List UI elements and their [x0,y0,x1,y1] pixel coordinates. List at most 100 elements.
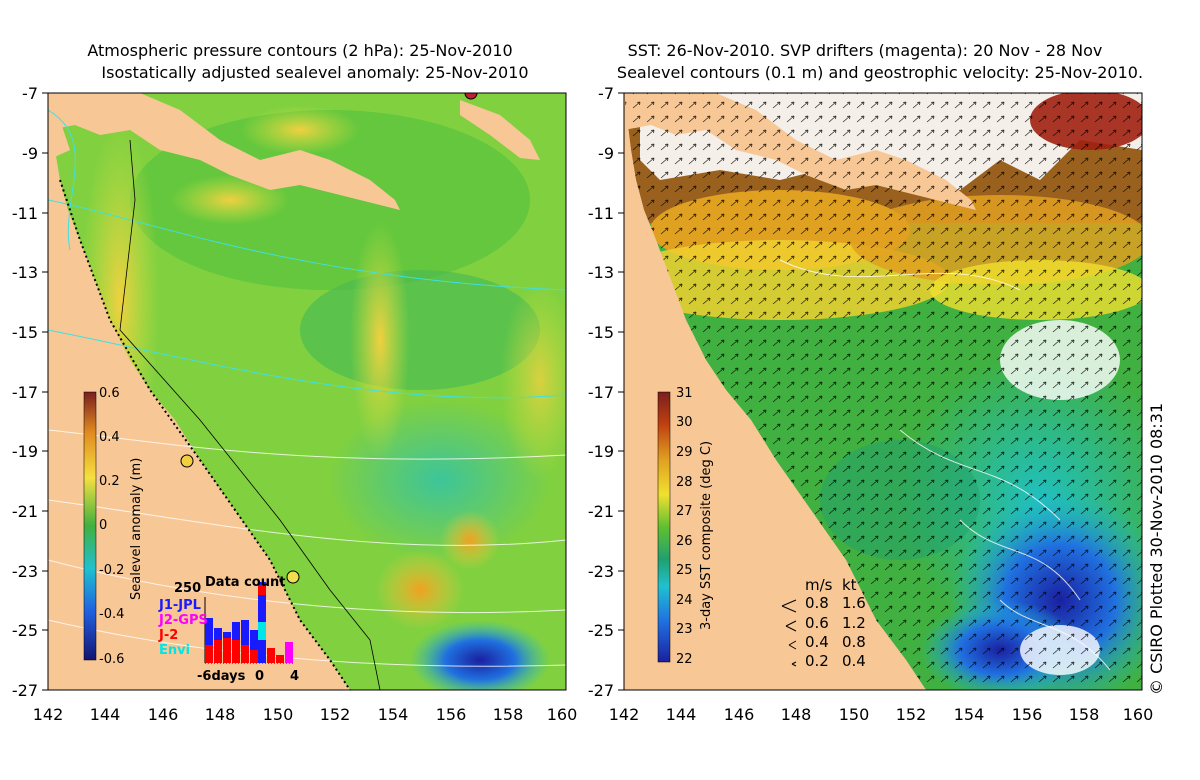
velocity-header-ms: m/s [805,576,833,594]
velocity-legend: m/s kt 0.8 1.6 0.6 1.2 0.4 0.8 0.2 0.4 [805,576,866,670]
x-tick: 152 [896,705,927,724]
sla-colorbar-ticks: 0.6 0.4 0.2 0 -0.2 -0.4 -0.6 [99,386,124,667]
y-tick: -23 [588,562,614,581]
x-tick: 148 [781,705,812,724]
colorbar-tick: 28 [676,475,693,490]
sla-colorbar-label: Sealevel anomaly (m) [129,458,144,600]
y-tick: -13 [588,263,614,282]
velocity-ms: 0.2 [805,652,829,670]
legend-j2-gps: J2-GPS [158,613,208,628]
left-map [48,93,566,690]
x-tick: 144 [666,705,697,724]
y-tick: -11 [588,204,614,223]
y-tick: -19 [12,442,38,461]
right-x-axis: 142 144 146 148 150 152 154 156 158 160 [609,705,1154,724]
data-count-ymax: 250 [174,581,201,596]
y-tick: -15 [12,323,38,342]
velocity-header-kt: kt [842,576,857,594]
data-count-x-label: 4 [290,669,299,684]
y-tick: -15 [588,323,614,342]
png-land [48,93,400,210]
x-tick: 156 [1012,705,1043,724]
right-map [624,93,1142,690]
copyright-text: © CSIRO Plotted 30-Nov-2010 08:31 [1147,403,1166,695]
y-tick: -25 [12,621,38,640]
y-tick: -21 [588,502,614,521]
x-tick: 152 [320,705,351,724]
y-tick: -17 [12,383,38,402]
x-tick: 160 [547,705,578,724]
australia-land [48,93,350,690]
x-tick: 144 [90,705,121,724]
data-count-title: Data count [205,575,285,590]
y-tick: -27 [588,681,614,700]
y-tick: -21 [12,502,38,521]
right-y-axis: -7 -9 -11 -13 -15 -17 -19 -21 -23 -25 -2… [588,84,614,700]
velocity-ms: 0.6 [805,614,829,632]
right-title-line2: Sealevel contours (0.1 m) and geostrophi… [616,63,1144,82]
colorbar-tick: -0.6 [99,652,124,667]
left-y-axis: -7 -9 -11 -13 -15 -17 -19 -21 -23 -25 -2… [12,84,38,700]
x-tick: 146 [724,705,755,724]
y-tick: -13 [12,263,38,282]
legend-j-2: J-2 [158,628,178,643]
x-tick: 160 [1123,705,1154,724]
colorbar-tick: 24 [676,593,693,608]
colorbar-tick: 25 [676,563,693,578]
sst-colorbar [657,391,671,663]
y-tick: -23 [12,562,38,581]
colorbar-tick: 26 [676,534,693,549]
left-title-line2: Isostatically adjusted sealevel anomaly:… [101,63,529,82]
y-tick: -19 [588,442,614,461]
colorbar-tick: -0.2 [99,563,124,578]
x-tick: 150 [839,705,870,724]
colorbar-tick: 0 [99,518,107,533]
velocity-ms: 0.8 [805,594,829,612]
y-tick: -11 [12,204,38,223]
y-tick: -25 [588,621,614,640]
data-count-x-label: -6days [197,669,246,684]
y-tick: -17 [588,383,614,402]
y-tick: -7 [22,84,38,103]
y-tick: -7 [598,84,614,103]
x-tick: 158 [1069,705,1100,724]
x-tick: 148 [205,705,236,724]
colorbar-tick: 30 [676,415,693,430]
colorbar-tick: -0.4 [99,607,124,622]
data-count-histogram [204,582,295,664]
colorbar-tick: 29 [676,445,693,460]
velocity-kt: 1.6 [842,594,866,612]
velocity-kt: 0.4 [842,652,866,670]
x-tick: 150 [263,705,294,724]
velocity-ms: 0.4 [805,633,829,651]
velocity-kt: 1.2 [842,614,866,632]
legend-envi: Envi [159,643,190,658]
colorbar-tick: 0.6 [99,386,120,401]
sla-colorbar [83,391,97,661]
colorbar-tick: 23 [676,622,693,637]
velocity-legend-arrows [781,599,797,667]
x-tick: 142 [33,705,64,724]
legend-j1-jpl: J1-JPL [158,598,201,613]
data-count-x-label: 0 [255,669,264,684]
x-tick: 146 [148,705,179,724]
x-tick: 154 [954,705,985,724]
colorbar-tick: 27 [676,504,693,519]
colorbar-tick: 31 [676,386,693,401]
sst-colorbar-label: 3-day SST composite (deg C) [699,441,714,630]
data-count-labels: 250 Data count J1-JPL J2-GPS J-2 Envi -6… [158,575,299,684]
right-title-line1: SST: 26-Nov-2010. SVP drifters (magenta)… [627,41,1103,60]
y-tick: -27 [12,681,38,700]
colorbar-tick: 22 [676,652,693,667]
colorbar-tick: 0.4 [99,430,120,445]
x-tick: 154 [378,705,409,724]
left-x-axis: 142 144 146 148 150 152 154 156 158 160 [33,705,578,724]
y-tick: -9 [22,144,38,163]
x-tick: 142 [609,705,640,724]
sst-colorbar-ticks: 31 30 29 28 27 26 25 24 23 22 [676,386,693,667]
left-title-line1: Atmospheric pressure contours (2 hPa): 2… [87,41,513,60]
velocity-kt: 0.8 [842,633,866,651]
colorbar-tick: 0.2 [99,474,120,489]
